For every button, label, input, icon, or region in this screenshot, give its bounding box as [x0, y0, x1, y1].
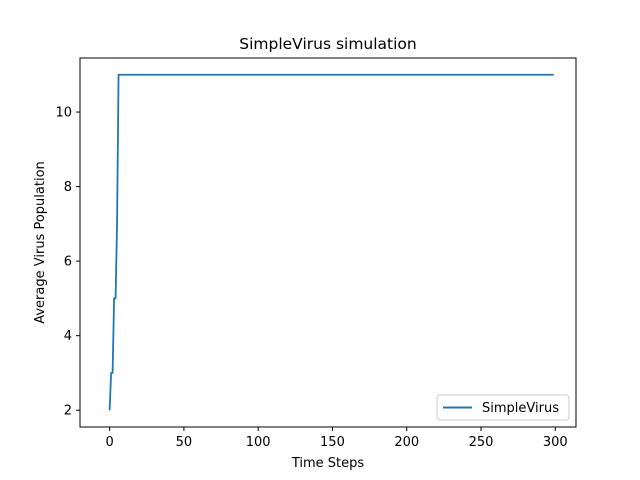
y-tick-label: 10: [55, 106, 72, 121]
x-tick-label: 0: [105, 435, 113, 450]
x-tick-label: 50: [176, 435, 193, 450]
x-tick-label: 150: [320, 435, 345, 450]
y-tick-label: 2: [64, 404, 72, 419]
plot-frame: [79, 57, 577, 428]
legend-box: [436, 394, 570, 421]
y-tick-label: 4: [64, 329, 72, 344]
plot-series: [108, 73, 554, 411]
legend-label: SimpleVirus: [482, 401, 559, 416]
x-tick-label: 300: [543, 435, 568, 450]
y-axis-ticks: 2 4 6 8 10: [55, 106, 80, 419]
chart-title: SimpleVirus simulation: [239, 35, 417, 53]
x-tick-label: 250: [469, 435, 494, 450]
y-tick-label: 6: [64, 255, 72, 270]
x-tick-label: 100: [246, 435, 271, 450]
series-line-simplevirus: [108, 73, 554, 411]
x-axis-label: Time Steps: [291, 456, 365, 471]
legend: SimpleVirus: [436, 394, 570, 421]
x-axis-ticks: 0 50 100 150 200 250 300: [105, 427, 568, 450]
y-tick-label: 8: [64, 180, 72, 195]
y-axis-label: Average Virus Population: [33, 161, 48, 324]
x-tick-label: 200: [394, 435, 419, 450]
